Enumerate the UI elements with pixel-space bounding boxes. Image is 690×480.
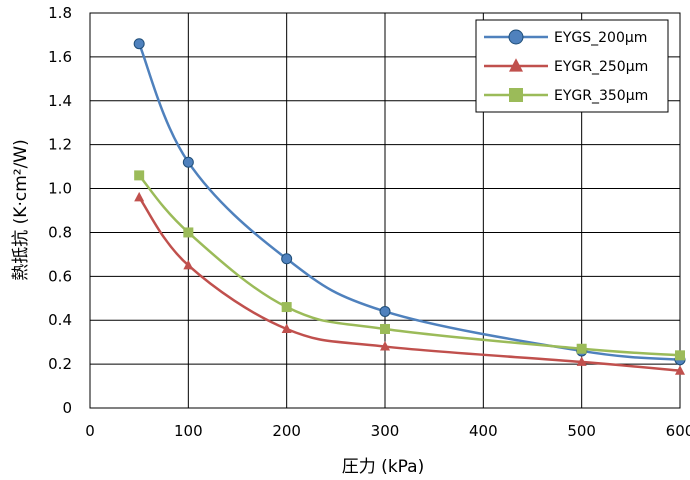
- series-1-point-5: [675, 365, 685, 375]
- series-1-point-1: [183, 259, 194, 270]
- legend-label-2: EYGR_350μm: [554, 88, 648, 104]
- x-axis-title: 圧力 (kPa): [342, 457, 424, 477]
- series-2-point-0: [134, 170, 145, 181]
- series-1-point-0: [134, 191, 145, 202]
- tick-labels: 0 0.2 0.4 0.6 0.8 1.0 1.2 1.4 1.6 1.8 0 100 200 300 40…: [48, 4, 690, 440]
- y-tick-label-5: 1.0: [48, 180, 72, 198]
- series-2-point-5: [675, 350, 685, 361]
- series-0-point-3: [379, 305, 391, 317]
- x-tick-label-5: 500: [567, 422, 596, 440]
- series-1-point-2: [281, 323, 292, 333]
- series-0-point-2: [281, 253, 293, 265]
- y-tick-label-2: 0.4: [48, 311, 72, 329]
- legend: EYGS_200μm EYGR_250μm EYGR_350μm: [475, 19, 669, 113]
- y-tick-label-8: 1.6: [48, 48, 72, 66]
- legend-marker-0: [508, 29, 524, 45]
- legend-marker-2: [509, 88, 523, 102]
- y-tick-label-7: 1.4: [48, 92, 72, 110]
- legend-item-1: EYGR_250μm: [484, 58, 648, 75]
- series-1: [134, 191, 685, 375]
- series-1-point-4: [576, 356, 587, 366]
- x-tick-label-6: 600: [666, 422, 690, 440]
- y-tick-label-4: 0.8: [48, 223, 72, 241]
- y-tick-label-9: 1.8: [48, 4, 72, 22]
- legend-item-2: EYGR_350μm: [484, 88, 648, 104]
- y-tick-label-6: 1.2: [48, 136, 72, 154]
- series-0-point-0: [133, 38, 145, 50]
- series-2-point-2: [281, 302, 292, 313]
- x-tick-label-0: 0: [85, 422, 95, 440]
- series-2: [134, 170, 685, 361]
- series-line-1: [138, 196, 681, 372]
- y-tick-label-3: 0.6: [48, 267, 72, 285]
- x-tick-label-4: 400: [469, 422, 498, 440]
- y-tick-label-1: 0.2: [48, 355, 72, 373]
- x-tick-label-3: 300: [371, 422, 400, 440]
- series-1-point-3: [380, 341, 390, 351]
- series-0-point-1: [182, 156, 194, 168]
- x-tick-label-1: 100: [174, 422, 203, 440]
- x-tick-label-2: 200: [272, 422, 301, 440]
- plot-border: [89, 12, 681, 409]
- y-axis-title: 熱抵抗 (K·cm²/W): [11, 139, 31, 280]
- legend-marker-1: [509, 58, 523, 72]
- y-tick-label-0: 0: [62, 399, 72, 417]
- series-2-point-1: [183, 227, 194, 238]
- series-2-point-3: [380, 324, 390, 334]
- legend-label-0: EYGS_200μm: [554, 30, 647, 46]
- series-layer: [133, 38, 686, 375]
- legend-item-0: EYGS_200μm: [484, 29, 647, 46]
- series-2-point-4: [576, 343, 587, 354]
- legend-label-1: EYGR_250μm: [554, 59, 648, 75]
